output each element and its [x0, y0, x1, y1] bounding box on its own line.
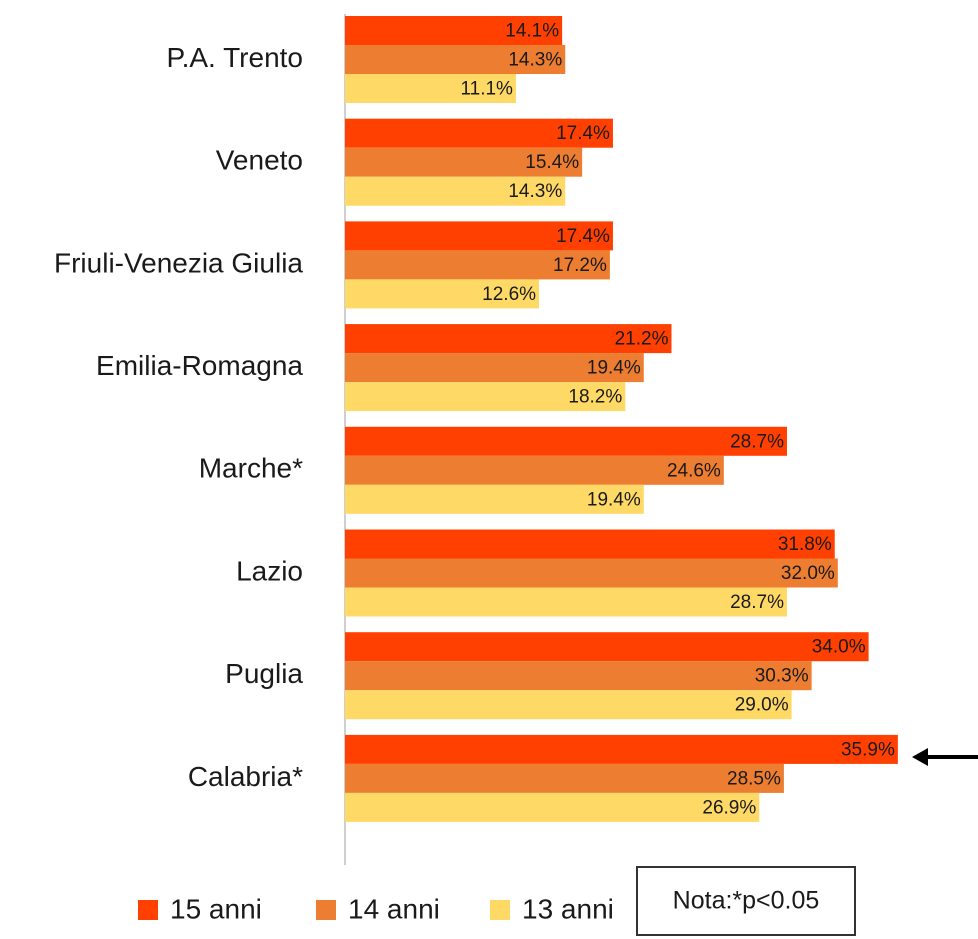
value-label: 24.6%: [667, 460, 721, 481]
category-label: Marche*: [199, 453, 303, 484]
category-label: Lazio: [236, 555, 303, 586]
bar: [345, 763, 784, 793]
note: Nota:*p<0.05: [673, 887, 820, 915]
value-label: 32.0%: [781, 563, 835, 584]
value-label: 19.4%: [587, 358, 641, 379]
value-label: 28.7%: [730, 431, 784, 452]
bar: [345, 558, 838, 588]
value-label: 35.9%: [841, 739, 895, 760]
value-label: 14.3%: [508, 50, 562, 71]
bar: [345, 632, 869, 662]
legend-label: 13 anni: [522, 893, 614, 924]
value-label: 28.7%: [730, 592, 784, 613]
bar: [345, 221, 613, 251]
bar: [345, 484, 644, 514]
bar: [345, 250, 610, 280]
bar: [345, 455, 724, 485]
bar: [345, 118, 613, 148]
value-label: 17.4%: [556, 226, 610, 247]
category-label: Veneto: [216, 145, 303, 176]
bar: [345, 16, 563, 45]
bar: [345, 324, 672, 354]
value-label: 17.2%: [553, 255, 607, 276]
value-label: 14.3%: [508, 181, 562, 202]
value-label: 12.6%: [482, 284, 536, 305]
value-label: 19.4%: [587, 489, 641, 510]
bar: [345, 792, 760, 822]
legend-label: 14 anni: [348, 893, 440, 924]
value-label: 15.4%: [525, 152, 579, 173]
arrow: [912, 748, 978, 766]
legend-swatch: [316, 900, 336, 920]
bar: [345, 147, 583, 177]
bar: [345, 45, 566, 74]
value-label: 34.0%: [812, 637, 866, 658]
value-label: 28.5%: [727, 768, 781, 789]
value-label: 21.2%: [615, 329, 669, 350]
note-box: [636, 866, 856, 936]
value-label: 29.0%: [735, 695, 789, 716]
bar: [345, 279, 540, 309]
bar: [345, 690, 792, 720]
bar: [345, 587, 787, 617]
value-label: 18.2%: [568, 387, 622, 408]
category-label: Puglia: [225, 658, 303, 689]
bar: [345, 176, 566, 206]
value-label: 31.8%: [778, 534, 832, 555]
legend-swatch: [138, 900, 158, 920]
bar: [345, 734, 898, 764]
bar: [345, 529, 835, 559]
bar: [345, 382, 626, 412]
bar: [345, 353, 644, 383]
category-label: Calabria*: [188, 761, 303, 792]
value-label: 17.4%: [556, 123, 610, 144]
value-label: 11.1%: [460, 79, 513, 100]
bar: [345, 661, 812, 691]
value-label: 30.3%: [755, 666, 809, 687]
category-label: P.A. Trento: [167, 42, 303, 73]
value-label: 14.1%: [505, 21, 559, 42]
bar: [345, 426, 787, 456]
category-label: Friuli-Venezia Giulia: [54, 247, 303, 278]
legend-label: 15 anni: [170, 893, 262, 924]
category-label: Emilia-Romagna: [96, 350, 303, 381]
value-label: 26.9%: [702, 797, 756, 818]
bar: [345, 74, 516, 103]
legend-swatch: [490, 900, 510, 920]
